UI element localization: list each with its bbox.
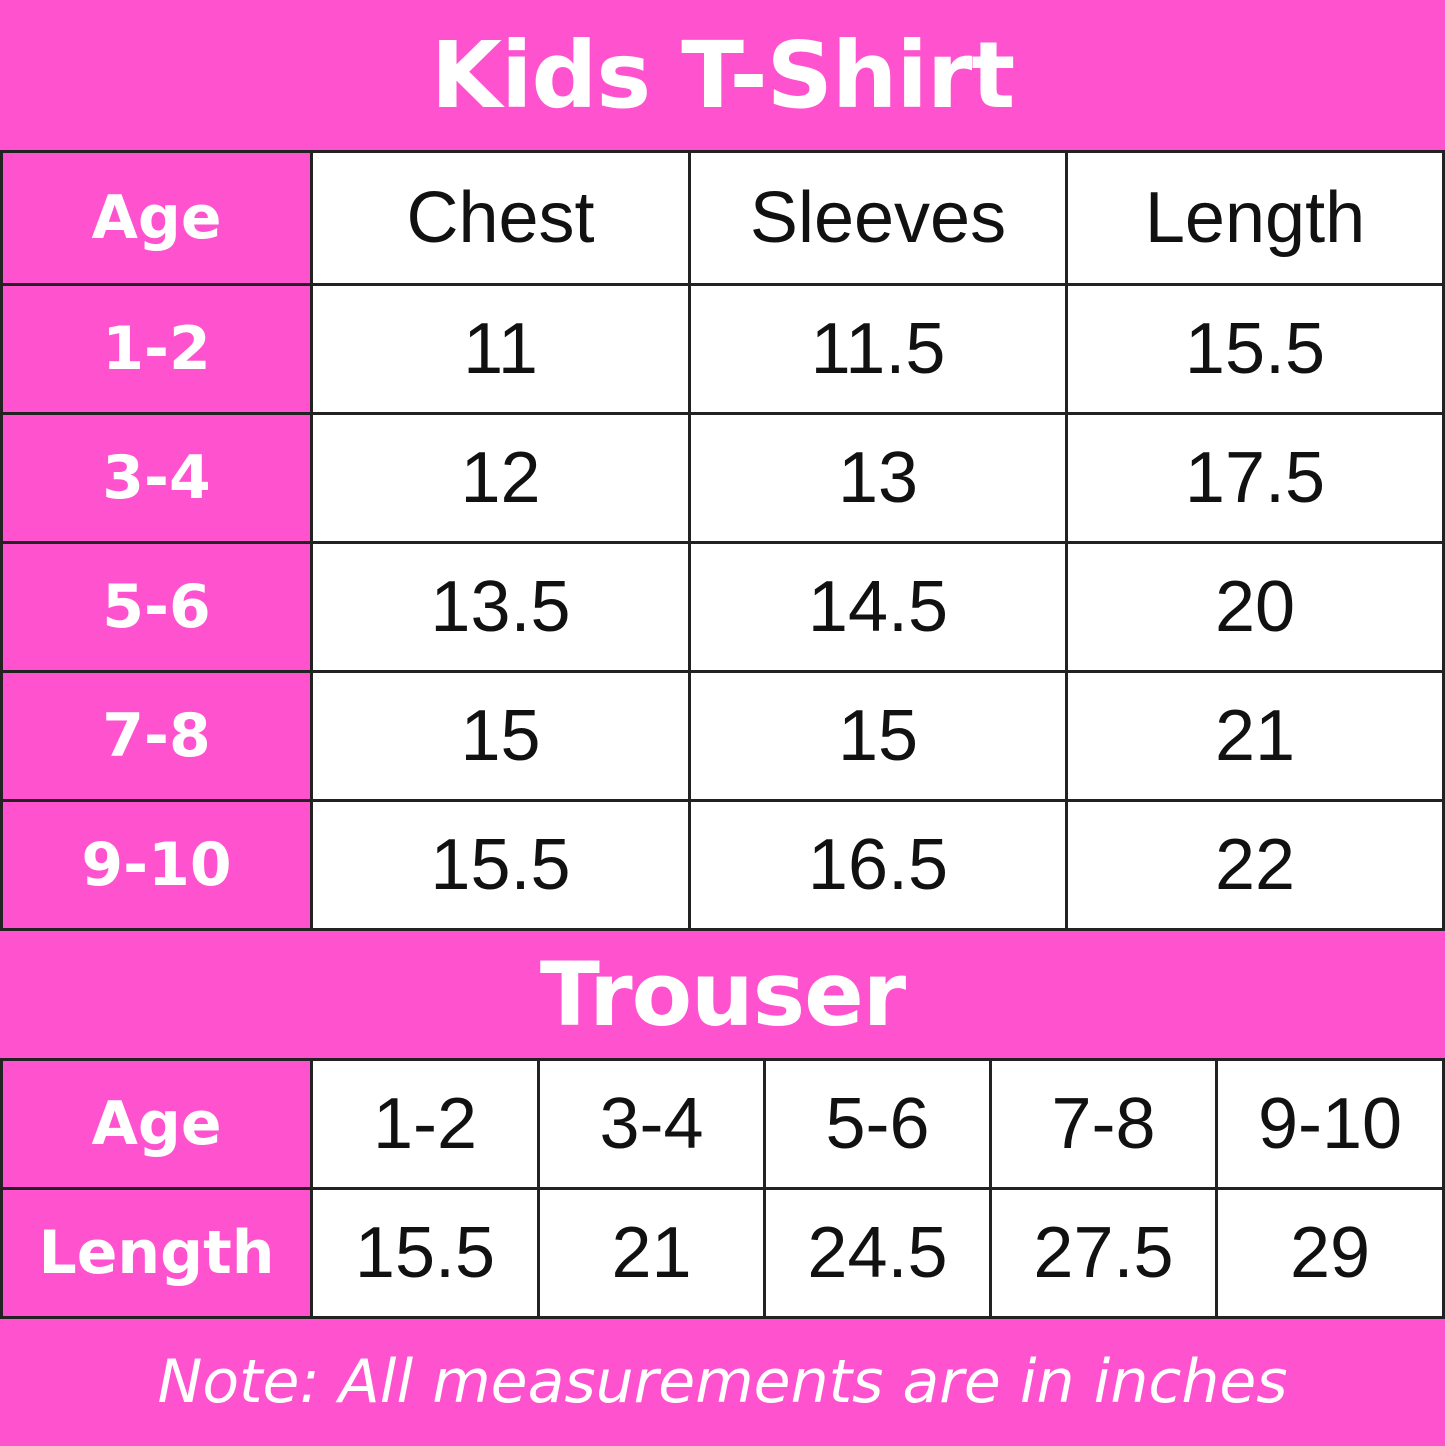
table-cell: 17.5 [1068,415,1442,541]
table-cell: 24.5 [766,1190,989,1316]
trouser-title: Trouser [539,942,906,1046]
row-header-cell: 5-6 [3,544,310,670]
row-header-cell: 1-2 [3,286,310,412]
table-cell: 14.5 [691,544,1065,670]
trouser-size-table: Age 1-2 3-4 5-6 7-8 9-10 Length 15.5 21 24.5 27.5 2… [0,1058,1445,1319]
row-header-cell: 3-4 [3,415,310,541]
table-cell: 11.5 [691,286,1065,412]
table-cell: 20 [1068,544,1442,670]
measurement-note: Note: All measurements are in inches [157,1347,1288,1417]
row-header-cell: 7-8 [3,673,310,799]
table-cell: 27.5 [992,1190,1215,1316]
row-header-cell: Length [3,1190,310,1316]
table-cell: 9-10 [1218,1061,1442,1187]
row-header-cell: 9-10 [3,802,310,928]
table-cell: 13.5 [313,544,688,670]
column-header-cell: Length [1068,153,1442,283]
column-header-cell: Sleeves [691,153,1065,283]
table-cell: 29 [1218,1190,1442,1316]
table-cell: 7-8 [992,1061,1215,1187]
table-cell: 13 [691,415,1065,541]
table-cell: 12 [313,415,688,541]
table-cell: 16.5 [691,802,1065,928]
table-cell: 21 [540,1190,763,1316]
column-header-cell: Chest [313,153,688,283]
table-cell: 22 [1068,802,1442,928]
tshirt-title: Kids T-Shirt [430,21,1016,129]
row-header-cell: Age [3,1061,310,1187]
row-header-cell: Age [3,153,310,283]
table-cell: 15 [313,673,688,799]
table-cell: 21 [1068,673,1442,799]
table-cell: 1-2 [313,1061,537,1187]
table-cell: 15.5 [313,1190,537,1316]
table-cell: 15.5 [313,802,688,928]
table-cell: 15.5 [1068,286,1442,412]
table-cell: 15 [691,673,1065,799]
tshirt-size-table: Age Chest Sleeves Length 1-2 11 11.5 15.5 3-4 12 1… [0,150,1445,931]
table-cell: 5-6 [766,1061,989,1187]
table-cell: 11 [313,286,688,412]
table-cell: 3-4 [540,1061,763,1187]
